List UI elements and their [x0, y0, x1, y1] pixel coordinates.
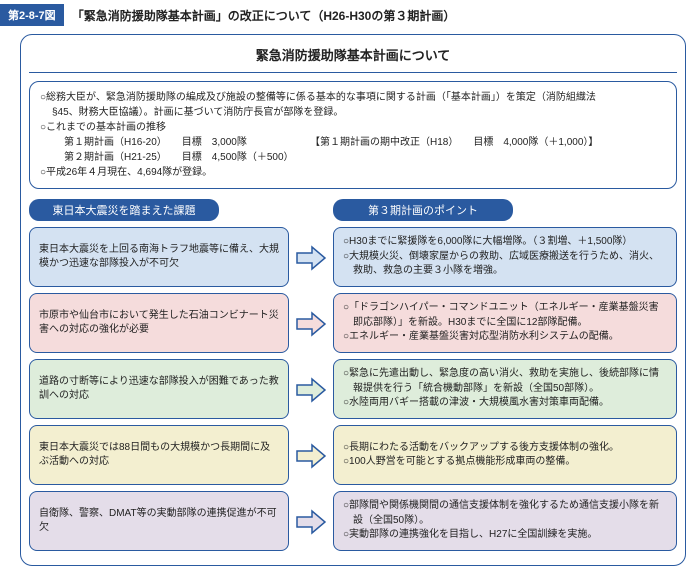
point-box: ○長期にわたる活動をバックアップする後方支援体制の強化。○100人野営を可能とす… [333, 425, 677, 485]
intro-line: ○これまでの基本計画の推移 [40, 120, 666, 135]
section-title: 緊急消防援助隊基本計画について [29, 43, 677, 73]
point-line: ○部隊間や関係機関間の通信支援体制を強化するため通信支援小隊を新設（全国50隊）… [343, 499, 667, 528]
arrow-icon [296, 311, 326, 337]
arrow-icon [296, 443, 326, 469]
issue-box: 市原市や仙台市において発生した石油コンビナート災害への対応の強化が必要 [29, 293, 289, 353]
point-line: ○エネルギー・産業基盤災害対応型消防水利システムの配備。 [343, 330, 667, 345]
point-line: ○長期にわたる活動をバックアップする後方支援体制の強化。 [343, 441, 667, 456]
arrow-icon [296, 245, 326, 271]
issue-box: 東日本大震災では88日間もの大規模かつ長期間に及ぶ活動への対応 [29, 425, 289, 485]
intro-box: ○総務大臣が、緊急消防援助隊の編成及び施設の整備等に係る基本的な事項に関する計画… [29, 81, 677, 189]
issue-box: 東日本大震災を上回る南海トラフ地震等に備え、大規模かつ迅速な部隊投入が不可欠 [29, 227, 289, 287]
main-frame: 緊急消防援助隊基本計画について ○総務大臣が、緊急消防援助隊の編成及び施設の整備… [20, 34, 686, 566]
point-line: ○H30までに緊援隊を6,000隊に大幅増隊。（３割増、＋1,500隊） [343, 235, 667, 250]
point-box: ○H30までに緊援隊を6,000隊に大幅増隊。（３割増、＋1,500隊）○大規模… [333, 227, 677, 287]
issue-box: 自衛隊、警察、DMAT等の実動部隊の連携促進が不可欠 [29, 491, 289, 551]
point-box: ○部隊間や関係機関間の通信支援体制を強化するため通信支援小隊を新設（全国50隊）… [333, 491, 677, 551]
right-column-header: 第３期計画のポイント [333, 199, 513, 221]
point-line: ○100人野営を可能とする拠点機能形成車両の整備。 [343, 455, 667, 470]
intro-line: ○総務大臣が、緊急消防援助隊の編成及び施設の整備等に係る基本的な事項に関する計画… [40, 90, 666, 105]
intro-plan: 第２期計画（H21-25） 目標 4,500隊（＋500） [40, 150, 666, 165]
columns: 東日本大震災を踏まえた課題 東日本大震災を上回る南海トラフ地震等に備え、大規模か… [29, 199, 677, 557]
figure-title: 「緊急消防援助隊基本計画」の改正について（H26-H30の第３期計画） [72, 7, 456, 24]
left-column-header: 東日本大震災を踏まえた課題 [29, 199, 219, 221]
point-line: ○緊急に先遣出動し、緊急度の高い消火、救助を実施し、後続部隊に情報提供を行う「統… [343, 367, 667, 396]
intro-line: ○平成26年４月現在、4,694隊が登録。 [40, 165, 666, 180]
intro-plan: 第１期計画（H16-20） 目標 3,000隊 [40, 135, 310, 150]
intro-line: §45、財務大臣協議）。計画に基づいて消防庁長官が部隊を登録。 [40, 105, 666, 120]
intro-plan: 【第１期計画の期中改正（H18） 目標 4,000隊（＋1,000）】 [310, 135, 598, 150]
arrow-icon [296, 509, 326, 535]
point-line: ○「ドラゴンハイパー・コマンドユニット（エネルギー・産業基盤災害即応部隊）」を新… [343, 301, 667, 330]
arrow-icon [296, 377, 326, 403]
figure-header: 第2-8-7図 「緊急消防援助隊基本計画」の改正について（H26-H30の第３期… [0, 0, 690, 30]
point-box: ○「ドラゴンハイパー・コマンドユニット（エネルギー・産業基盤災害即応部隊）」を新… [333, 293, 677, 353]
figure-badge: 第2-8-7図 [0, 4, 64, 26]
point-line: ○大規模火災、倒壊家屋からの救助、広域医療搬送を行うため、消火、救助、救急の主要… [343, 250, 667, 279]
point-box: ○緊急に先遣出動し、緊急度の高い消火、救助を実施し、後続部隊に情報提供を行う「統… [333, 359, 677, 419]
point-line: ○実動部隊の連携強化を目指し、H27に全国訓練を実施。 [343, 528, 667, 543]
point-line: ○水陸両用バギー搭載の津波・大規模風水害対策車両配備。 [343, 396, 667, 411]
issue-box: 道路の寸断等により迅速な部隊投入が困難であった教訓への対応 [29, 359, 289, 419]
